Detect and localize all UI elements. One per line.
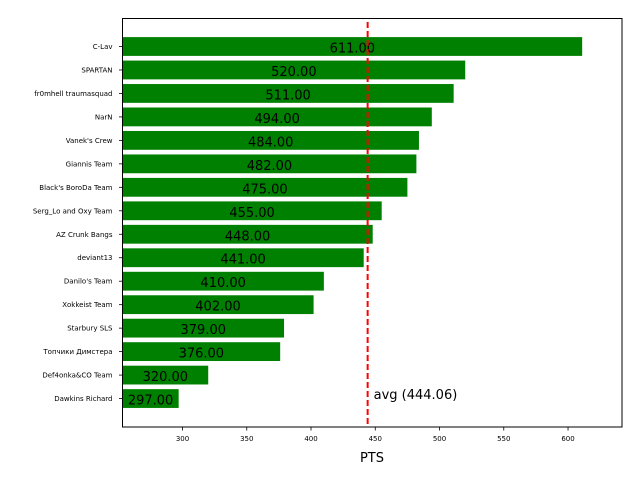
x-tick-label: 300: [176, 435, 189, 443]
x-tick-label: 450: [369, 435, 382, 443]
bar-value-label: 482.00: [247, 159, 293, 174]
y-tick-label: NarN: [95, 113, 113, 121]
bar: [122, 224, 373, 244]
y-tick-label: Топчики Димстера: [42, 348, 112, 356]
bar-value-label: 511.00: [265, 88, 311, 103]
bar: [122, 177, 408, 197]
bar: [122, 318, 285, 338]
bar: [122, 60, 466, 80]
bar-value-label: 520.00: [271, 65, 317, 80]
bar-value-label: 379.00: [181, 323, 227, 338]
bar: [122, 201, 382, 221]
bar: [122, 389, 179, 408]
bar-value-label: 297.00: [128, 394, 174, 409]
bar: [122, 342, 281, 362]
bar-value-label: 484.00: [248, 135, 294, 150]
y-tick-label: Danilo's Team: [64, 278, 113, 286]
plot-frame: [122, 18, 623, 428]
y-tick-label: C-Lav: [93, 43, 113, 51]
bar: [122, 365, 209, 385]
average-annotation: avg (444.06): [374, 388, 458, 403]
bar-value-label: 410.00: [200, 276, 246, 291]
bar: [122, 271, 324, 291]
bar-value-label: 611.00: [330, 42, 376, 57]
bar-value-label: 448.00: [225, 229, 271, 244]
x-tick-label: 500: [433, 435, 446, 443]
y-tick-label: Xokkeist Team: [62, 301, 112, 309]
bar-value-label: 376.00: [179, 347, 225, 362]
x-axis-label: PTS: [360, 451, 384, 466]
y-tick-label: Giannis Team: [66, 160, 113, 168]
y-tick-label: Serg_Lo and Oxy Team: [33, 207, 113, 215]
bar: [122, 248, 364, 268]
bar: [122, 154, 417, 174]
bar-value-label: 455.00: [229, 206, 275, 221]
y-axis-ticks: C-Lav SPARTAN fr0mhell traumasquad NarN Vane…: [33, 43, 123, 403]
x-tick-label: 600: [561, 435, 574, 443]
y-tick-label: SPARTAN: [81, 66, 112, 74]
y-tick-label: Starbury SLS: [67, 325, 113, 333]
bar: [122, 107, 432, 127]
x-axis-ticks: 300 350 400 450 500 550 600: [176, 427, 575, 443]
y-tick-label: Vanek's Crew: [66, 137, 113, 145]
x-tick-label: 400: [304, 435, 317, 443]
bar-value-label: 441.00: [220, 253, 266, 268]
x-tick-label: 350: [240, 435, 253, 443]
y-tick-label: deviant13: [77, 254, 112, 262]
bar-value-labels: 611.00 520.00 511.00 494.00 484.00 482.00 475.…: [128, 42, 375, 409]
x-tick-label: 550: [497, 435, 510, 443]
bars-group: [122, 37, 583, 408]
bar-value-label: 475.00: [242, 182, 288, 197]
y-tick-label: fr0mhell traumasquad: [34, 90, 112, 98]
bar-value-label: 402.00: [195, 300, 241, 315]
bar-value-label: 494.00: [254, 112, 300, 127]
bar: [122, 130, 419, 150]
y-tick-label: Dawkins Richard: [54, 395, 112, 403]
y-tick-label: Black's BoroDa Team: [39, 184, 112, 192]
bar: [122, 37, 583, 56]
bar: [122, 84, 454, 103]
y-tick-label: Def4onka&CO Team: [42, 372, 112, 380]
y-tick-label: AZ Crunk Bangs: [56, 231, 113, 239]
bar-value-label: 320.00: [143, 370, 189, 385]
bar: [122, 295, 314, 315]
